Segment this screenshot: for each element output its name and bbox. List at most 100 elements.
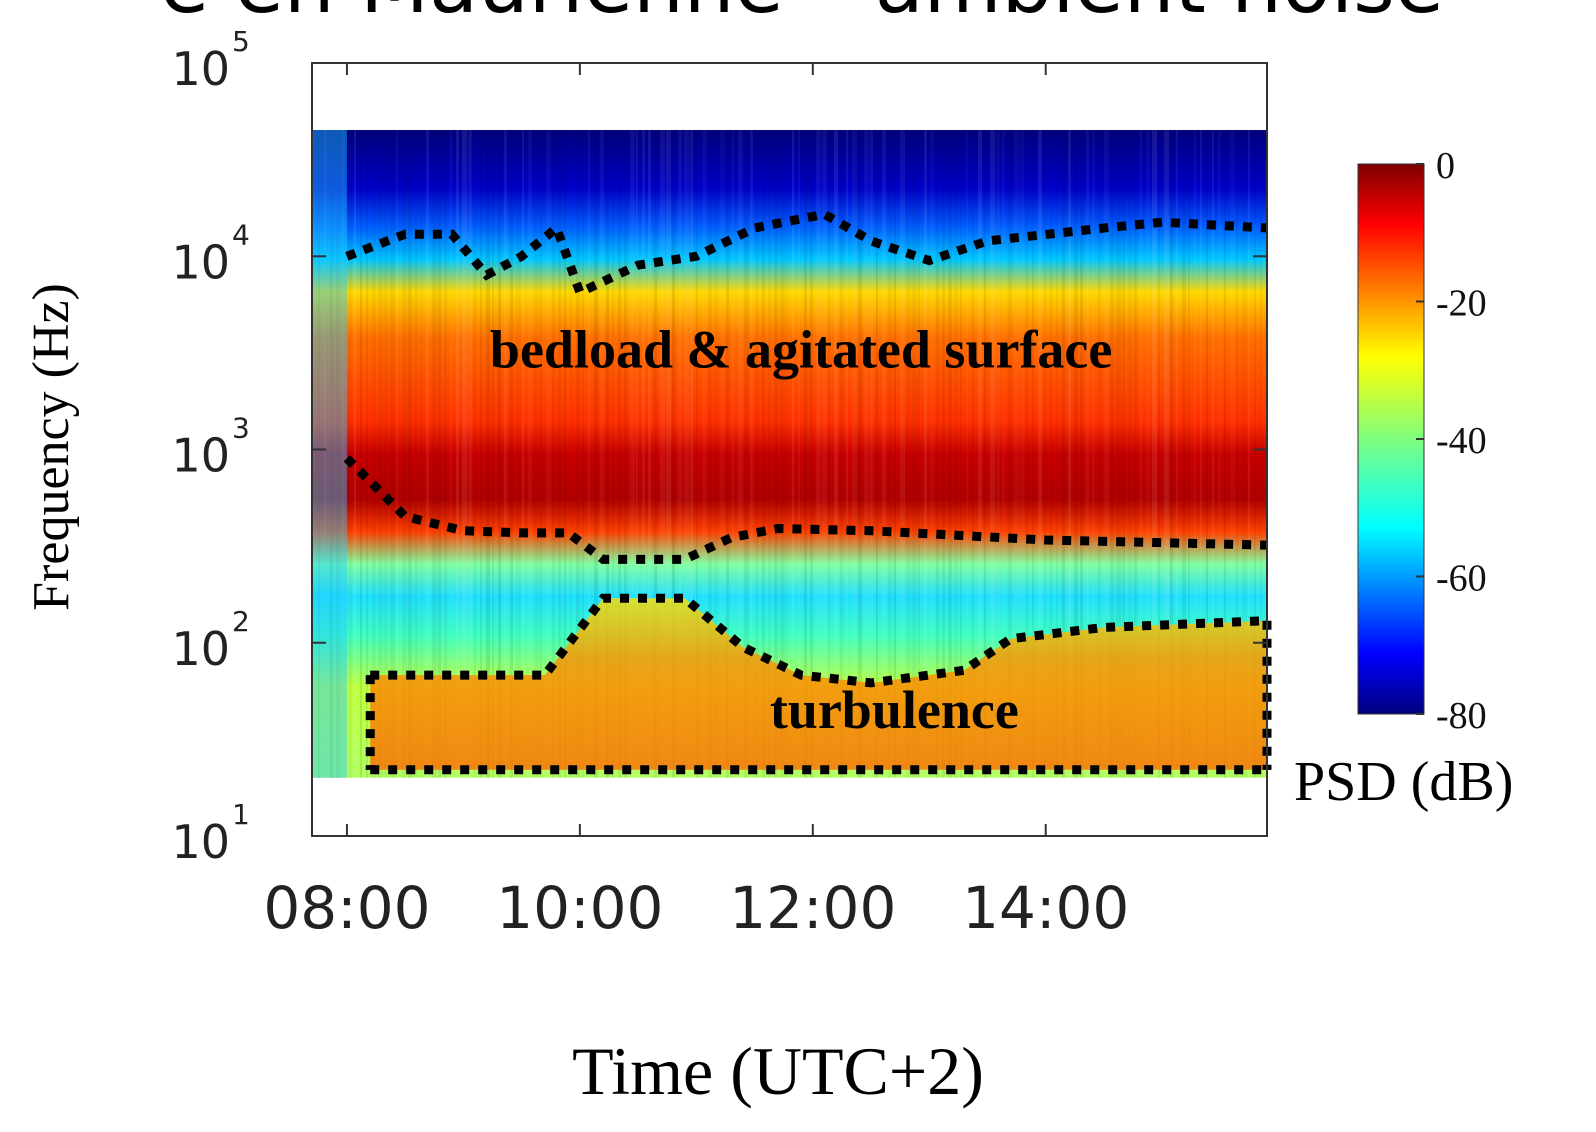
region-upper-boundary (370, 593, 1268, 688)
y-tick-label-base: 10 (171, 42, 230, 96)
spectrogram-stripe (756, 130, 758, 778)
pre-event-column (312, 130, 347, 778)
spectrogram-stripe (1008, 130, 1012, 778)
spectrogram-stripe (732, 130, 734, 778)
spectrogram-stripe (804, 130, 807, 778)
spectrogram-stripe (1164, 130, 1169, 778)
spectrogram-stripe (528, 130, 532, 778)
spectrogram-stripe (360, 130, 362, 778)
spectrogram-stripe (642, 130, 645, 778)
spectrogram-stripe (960, 130, 962, 778)
annotations: bedload & agitated surface turbulence (490, 319, 1112, 739)
spectrogram-stripe (1170, 130, 1173, 778)
spectrogram-stripe (984, 130, 986, 778)
y-axis-label: Frequency (Hz) (23, 283, 80, 611)
spectrogram-stripe (672, 130, 675, 778)
spectrogram-stripe (918, 130, 920, 778)
y-tick-label-base: 10 (171, 622, 230, 676)
spectrogram-stripe (834, 130, 838, 778)
spectrogram-stripe (474, 130, 476, 778)
spectrogram-stripe (552, 130, 555, 778)
spectrogram-stripe (678, 130, 682, 778)
y-tick-label-base: 10 (171, 815, 230, 869)
spectrogram-stripe (762, 130, 765, 778)
spectrogram-stripe (1188, 130, 1190, 778)
colorbar-ticks: 0 -20 -40 -60 -80 (1416, 145, 1487, 737)
spectrogram-stripe (630, 130, 635, 778)
spectrogram-stripe (426, 130, 429, 778)
spectrogram-stripe (414, 130, 418, 778)
spectrogram-stripe (1080, 130, 1083, 778)
region-upper-boundary (345, 209, 1268, 299)
spectrogram-stripe (468, 130, 472, 778)
spectrogram-stripe (738, 130, 743, 778)
spectrogram-stripe (882, 130, 886, 778)
spectrogram-stripe (822, 130, 827, 778)
spectrogram-stripe (606, 130, 609, 778)
spectrogram-stripe (378, 130, 383, 778)
spectrogram-stripe (522, 130, 524, 778)
spectrogram-stripe (816, 130, 821, 778)
spectrogram-stripe (1032, 130, 1034, 778)
colorbar-tick-label: -20 (1436, 283, 1487, 325)
annotation-label: bedload & agitated surface (490, 319, 1112, 379)
spectrogram-stripe (846, 130, 848, 778)
y-tick-label-exponent: 4 (232, 218, 250, 251)
spectrogram-stripe (1116, 130, 1121, 778)
spectrogram-stripe (444, 130, 447, 778)
spectrogram-stripe (840, 130, 843, 778)
spectrogram-stripe (1200, 130, 1202, 778)
spectrogram-stripe (810, 130, 813, 778)
colorbar-tick-label: -60 (1436, 558, 1487, 600)
spectrogram-stripe (1068, 130, 1071, 778)
spectrogram-stripe (438, 130, 441, 778)
spectrogram-stripe (876, 130, 878, 778)
spectrogram-stripe (582, 130, 584, 778)
spectrogram-stripe (600, 130, 604, 778)
spectrogram-stripe (624, 130, 627, 778)
spectrogram-stripe (852, 130, 857, 778)
spectrogram-stripe (894, 130, 896, 778)
colorbar-tick-label: -80 (1436, 695, 1487, 737)
spectrogram-stripe (948, 130, 952, 778)
y-tick-label-exponent: 2 (232, 605, 250, 638)
spectrogram-stripe (330, 130, 333, 778)
y-tick-label-exponent: 1 (232, 798, 250, 831)
colorbar-gradient (1357, 163, 1425, 715)
spectrogram-stripe (540, 130, 542, 778)
spectrogram-stripe (1098, 130, 1101, 778)
spectrogram-stripe (354, 130, 356, 778)
spectrogram-stripe (390, 130, 395, 778)
spectrogram-stripe (660, 130, 665, 778)
spectrogram-stripe (912, 130, 917, 778)
spectrogram-stripe (864, 130, 869, 778)
spectrogram-stripe (744, 130, 749, 778)
turbulence-energy-field (370, 598, 1267, 770)
x-tick-label: 08:00 (263, 874, 430, 942)
spectrogram-stripe (936, 130, 939, 778)
spectrogram-stripe (858, 130, 862, 778)
spectrogram-stripe (1224, 130, 1226, 778)
spectrogram-time-stripes (312, 130, 1267, 778)
spectrogram-stripe (1212, 130, 1214, 778)
x-tick-label: 10:00 (496, 874, 663, 942)
spectrogram-stripe (402, 130, 407, 778)
spectrogram-stripe (1086, 130, 1089, 778)
spectrogram-stripe (594, 130, 598, 778)
spectrogram-stripe (558, 130, 561, 778)
spectrogram-stripe (1206, 130, 1208, 778)
spectrogram-stripe (792, 130, 794, 778)
spectrogram-stripe (456, 130, 459, 778)
spectrogram-stripe (798, 130, 800, 778)
spectrogram-stripe (1158, 130, 1160, 778)
spectrogram-stripe (504, 130, 507, 778)
spectrogram-stripe (1140, 130, 1142, 778)
spectrogram-stripe (1038, 130, 1042, 778)
x-tick-label: 12:00 (729, 874, 896, 942)
spectrogram-stripe (324, 130, 326, 778)
spectrogram-stripe (564, 130, 566, 778)
spectrogram-stripe (654, 130, 657, 778)
